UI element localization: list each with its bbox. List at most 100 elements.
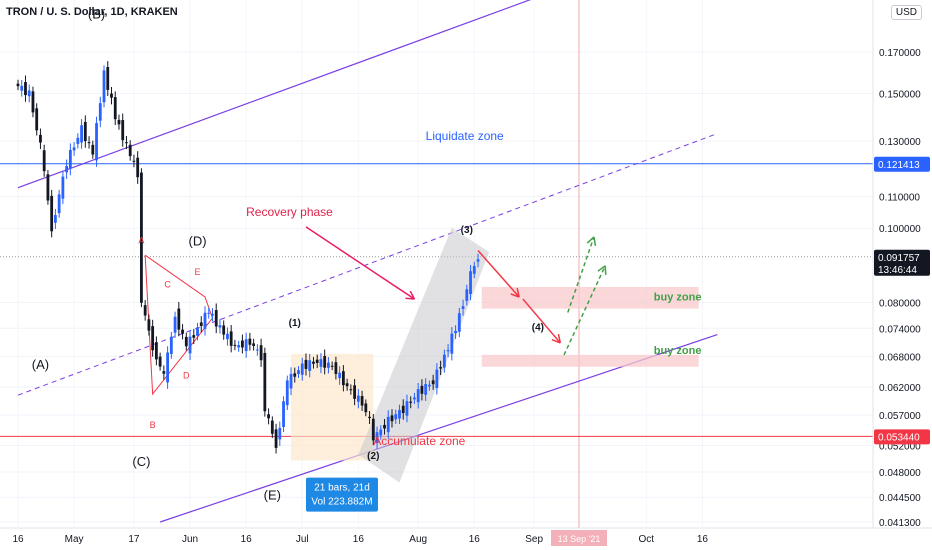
y-tick-label: 0.057000 [879, 411, 921, 422]
candle-body [65, 166, 69, 173]
recovery-arrow[interactable] [305, 226, 416, 300]
candle-body [356, 395, 360, 402]
candle-body [177, 308, 181, 330]
y-tick-label: 0.170000 [879, 48, 921, 59]
candle-body [431, 380, 435, 385]
buy-zone-label-2[interactable]: buy zone [654, 345, 702, 357]
candle-body [143, 305, 147, 316]
crosshair-date-badge [551, 530, 607, 546]
y-tick-label: 0.130000 [879, 137, 921, 148]
candle-body [140, 172, 143, 303]
candle-body [121, 120, 125, 141]
candle-body [233, 344, 237, 346]
candle-body [162, 371, 166, 374]
wave-label[interactable]: (2) [367, 451, 379, 462]
candle-body [383, 424, 386, 429]
pullback-arrow-2[interactable] [522, 298, 562, 344]
y-tick-label: 0.100000 [879, 224, 921, 235]
price-badge-text: 0.091757 [878, 253, 920, 264]
candle-body [241, 340, 244, 348]
buy-zone-lower[interactable] [481, 354, 699, 367]
candle-body [214, 310, 218, 327]
symbol-title: TRON / U. S. Dollar, 1D, KRAKEN [6, 6, 178, 18]
candle-body [151, 326, 155, 351]
x-tick-label: Aug [409, 534, 427, 545]
upper-channel-line[interactable] [17, 0, 553, 189]
wave-label[interactable]: (3) [461, 225, 473, 236]
candle-body [54, 215, 57, 223]
accumulate-zone-label[interactable]: Accumulate zone [373, 434, 465, 448]
candle-body [117, 119, 121, 125]
triangle-label[interactable]: E [195, 267, 201, 277]
candle-body [229, 331, 233, 346]
liquidate-zone-label[interactable]: Liquidate zone [426, 129, 504, 143]
candle-body [263, 352, 267, 412]
candle-body [454, 330, 457, 334]
x-tick-label: May [65, 534, 84, 545]
candle-body [125, 142, 128, 144]
currency-button[interactable]: USD [890, 5, 922, 20]
candle-body [341, 371, 345, 386]
candle-body [386, 416, 390, 433]
candle-body [83, 121, 87, 142]
candle-body [476, 259, 480, 262]
recovery-phase-label[interactable]: Recovery phase [246, 205, 333, 219]
wave-label[interactable]: (B) [88, 7, 105, 22]
mid-channel-line[interactable] [17, 133, 718, 396]
candle-body [282, 401, 285, 427]
y-tick-label: 0.052000 [879, 441, 921, 452]
candle-body [465, 289, 469, 301]
candle-body [173, 316, 177, 333]
triangle-label[interactable]: D [183, 371, 190, 381]
candle-body [308, 360, 312, 371]
triangle-label[interactable]: B [150, 420, 156, 430]
candle-body [68, 149, 72, 169]
candle-body [285, 380, 289, 406]
candle-body [312, 361, 315, 364]
price-badge [874, 156, 930, 172]
triangle-label[interactable]: C [164, 279, 171, 289]
candle-body [323, 356, 327, 368]
candle-body [244, 339, 248, 352]
candle-body [446, 350, 450, 352]
wave-label[interactable]: (E) [264, 487, 281, 502]
buy-zone-upper[interactable] [481, 286, 699, 309]
candle-body [76, 137, 80, 144]
candle-body [158, 356, 162, 367]
candle-body [289, 373, 293, 389]
candle-body [237, 345, 241, 348]
measure-volume-text: Vol 223.882M [311, 497, 372, 508]
wave-label[interactable]: (D) [188, 233, 206, 248]
candle-body [379, 429, 383, 436]
candle-body [371, 418, 375, 441]
triangle-label[interactable]: A [138, 236, 144, 246]
candle-body [106, 67, 110, 90]
candle-body [345, 383, 349, 387]
wave-label[interactable]: (A) [32, 357, 49, 372]
wave-label[interactable]: (C) [132, 454, 150, 469]
candle-body [375, 432, 379, 444]
bull-arrow-1[interactable] [567, 236, 597, 313]
bull-arrow-2[interactable] [563, 265, 607, 356]
buy-zone-label-1[interactable]: buy zone [654, 291, 702, 303]
candle-body [24, 82, 27, 96]
pullback-arrow-1[interactable] [477, 250, 520, 298]
candle-body [353, 385, 356, 399]
candle-body [27, 90, 31, 97]
candle-body [319, 359, 323, 367]
time-axis[interactable]: 16 May 17 Jun 16 Jul 16 Aug 16 Sep Oct 16 13 Sep '21 [0, 527, 932, 546]
x-tick-label: 16 [469, 534, 481, 545]
price-axis[interactable]: 0.170000 0.150000 0.130000 0.110000 0.100000… [872, 0, 932, 550]
price-badge-text: 0.121413 [878, 160, 920, 171]
candle-body [20, 85, 24, 91]
candle-body [16, 83, 20, 87]
candle-body [300, 363, 304, 375]
candles-layer [16, 61, 480, 454]
wave-label[interactable]: (1) [289, 318, 301, 329]
candle-body [327, 362, 330, 368]
y-tick-label: 0.068000 [879, 352, 921, 363]
candle-body [304, 359, 308, 369]
measure-range-box[interactable] [291, 353, 374, 461]
wave-label[interactable]: (4) [532, 323, 544, 334]
